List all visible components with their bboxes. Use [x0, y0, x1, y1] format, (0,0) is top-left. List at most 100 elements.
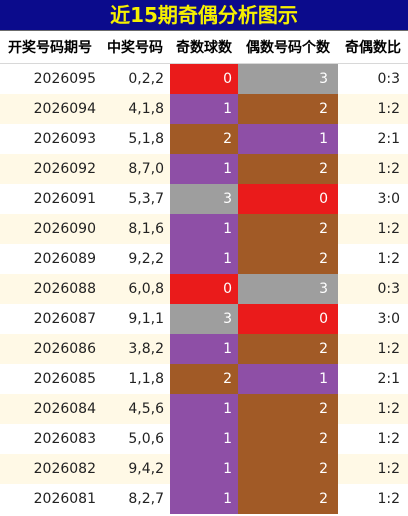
even-count-cell: 3	[238, 63, 338, 94]
header-odd-count: 奇数球数	[170, 31, 238, 64]
table-row: 2026090 8,1,6 1 2 1:2	[0, 214, 408, 244]
table-row: 2026089 9,2,2 1 2 1:2	[0, 244, 408, 274]
issue-cell: 2026093	[0, 124, 100, 154]
issue-cell: 2026082	[0, 454, 100, 484]
odd-count-cell: 3	[170, 304, 238, 334]
numbers-cell: 0,2,2	[100, 63, 170, 94]
table-row: 2026083 5,0,6 1 2 1:2	[0, 424, 408, 454]
ratio-cell: 0:3	[338, 274, 408, 304]
table-row: 2026081 8,2,7 1 2 1:2	[0, 484, 408, 514]
odd-count-cell: 1	[170, 244, 238, 274]
ratio-cell: 1:2	[338, 154, 408, 184]
odd-count-cell: 0	[170, 274, 238, 304]
odd-count-cell: 1	[170, 334, 238, 364]
issue-cell: 2026091	[0, 184, 100, 214]
even-count-cell: 0	[238, 184, 338, 214]
even-count-cell: 2	[238, 424, 338, 454]
numbers-cell: 3,8,2	[100, 334, 170, 364]
ratio-cell: 1:2	[338, 454, 408, 484]
issue-cell: 2026081	[0, 484, 100, 514]
page-title: 近15期奇偶分析图示	[0, 0, 408, 31]
ratio-cell: 2:1	[338, 124, 408, 154]
ratio-cell: 1:2	[338, 244, 408, 274]
table-row: 2026087 9,1,1 3 0 3:0	[0, 304, 408, 334]
odd-count-cell: 1	[170, 94, 238, 124]
even-count-cell: 2	[238, 94, 338, 124]
issue-cell: 2026086	[0, 334, 100, 364]
table-row: 2026086 3,8,2 1 2 1:2	[0, 334, 408, 364]
odd-count-cell: 2	[170, 364, 238, 394]
issue-cell: 2026083	[0, 424, 100, 454]
numbers-cell: 8,1,6	[100, 214, 170, 244]
numbers-cell: 9,1,1	[100, 304, 170, 334]
odd-count-cell: 1	[170, 454, 238, 484]
odd-count-cell: 0	[170, 63, 238, 94]
even-count-cell: 2	[238, 454, 338, 484]
numbers-cell: 1,1,8	[100, 364, 170, 394]
even-count-cell: 2	[238, 394, 338, 424]
even-count-cell: 2	[238, 154, 338, 184]
ratio-cell: 3:0	[338, 304, 408, 334]
odd-count-cell: 1	[170, 154, 238, 184]
even-count-cell: 1	[238, 124, 338, 154]
even-count-cell: 0	[238, 304, 338, 334]
header-ratio: 奇偶数比	[338, 31, 408, 64]
numbers-cell: 4,1,8	[100, 94, 170, 124]
issue-cell: 2026092	[0, 154, 100, 184]
ratio-cell: 1:2	[338, 484, 408, 514]
issue-cell: 2026088	[0, 274, 100, 304]
odd-count-cell: 2	[170, 124, 238, 154]
header-issue: 开奖号码期号	[0, 31, 100, 64]
even-count-cell: 2	[238, 244, 338, 274]
numbers-cell: 9,2,2	[100, 244, 170, 274]
header-even-count: 偶数号码个数	[238, 31, 338, 64]
numbers-cell: 8,2,7	[100, 484, 170, 514]
numbers-cell: 6,0,8	[100, 274, 170, 304]
table-row: 2026085 1,1,8 2 1 2:1	[0, 364, 408, 394]
numbers-cell: 5,3,7	[100, 184, 170, 214]
table-row: 2026093 5,1,8 2 1 2:1	[0, 124, 408, 154]
even-count-cell: 2	[238, 484, 338, 514]
table-row: 2026094 4,1,8 1 2 1:2	[0, 94, 408, 124]
ratio-cell: 3:0	[338, 184, 408, 214]
table-row: 2026091 5,3,7 3 0 3:0	[0, 184, 408, 214]
odd-count-cell: 1	[170, 394, 238, 424]
odd-count-cell: 3	[170, 184, 238, 214]
issue-cell: 2026095	[0, 63, 100, 94]
table-row: 2026082 9,4,2 1 2 1:2	[0, 454, 408, 484]
even-count-cell: 2	[238, 214, 338, 244]
table-body: 2026095 0,2,2 0 3 0:3 2026094 4,1,8 1 2 1:2 202609…	[0, 63, 408, 514]
issue-cell: 2026094	[0, 94, 100, 124]
table-row: 2026084 4,5,6 1 2 1:2	[0, 394, 408, 424]
ratio-cell: 2:1	[338, 364, 408, 394]
odd-count-cell: 1	[170, 484, 238, 514]
table-row: 2026088 6,0,8 0 3 0:3	[0, 274, 408, 304]
numbers-cell: 5,1,8	[100, 124, 170, 154]
even-count-cell: 1	[238, 364, 338, 394]
issue-cell: 2026090	[0, 214, 100, 244]
ratio-cell: 1:2	[338, 214, 408, 244]
even-count-cell: 2	[238, 334, 338, 364]
odd-count-cell: 1	[170, 424, 238, 454]
numbers-cell: 8,7,0	[100, 154, 170, 184]
issue-cell: 2026089	[0, 244, 100, 274]
numbers-cell: 5,0,6	[100, 424, 170, 454]
odd-count-cell: 1	[170, 214, 238, 244]
table-row: 2026092 8,7,0 1 2 1:2	[0, 154, 408, 184]
even-count-cell: 3	[238, 274, 338, 304]
issue-cell: 2026084	[0, 394, 100, 424]
ratio-cell: 1:2	[338, 334, 408, 364]
issue-cell: 2026085	[0, 364, 100, 394]
issue-cell: 2026087	[0, 304, 100, 334]
numbers-cell: 4,5,6	[100, 394, 170, 424]
ratio-cell: 1:2	[338, 424, 408, 454]
numbers-cell: 9,4,2	[100, 454, 170, 484]
ratio-cell: 1:2	[338, 94, 408, 124]
ratio-cell: 0:3	[338, 63, 408, 94]
header-numbers: 中奖号码	[100, 31, 170, 64]
ratio-cell: 1:2	[338, 394, 408, 424]
table-row: 2026095 0,2,2 0 3 0:3	[0, 63, 408, 94]
odd-even-table: 开奖号码期号 中奖号码 奇数球数 偶数号码个数 奇偶数比 2026095 0,2,…	[0, 31, 408, 514]
table-header-row: 开奖号码期号 中奖号码 奇数球数 偶数号码个数 奇偶数比	[0, 31, 408, 64]
